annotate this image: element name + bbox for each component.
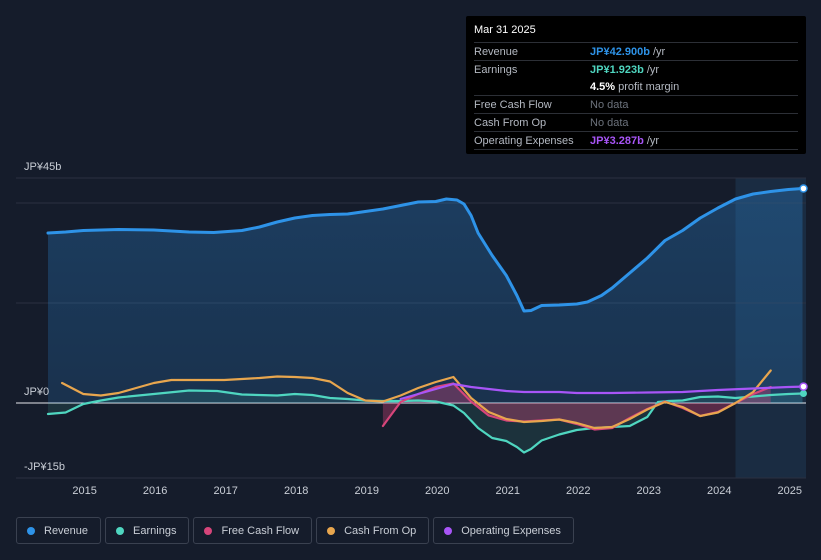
legend-dot-icon [444, 526, 453, 535]
legend-dot-icon [116, 526, 125, 535]
legend-label: Free Cash Flow [221, 524, 300, 537]
earnings-end-marker [799, 390, 807, 397]
tooltip-row-operating-expenses: Operating Expenses JP¥3.287b /yr [474, 131, 798, 149]
legend-label: Revenue [44, 524, 89, 537]
y-tick-label: -JP¥15b [24, 461, 65, 473]
tooltip-bottom-rule [474, 149, 798, 154]
x-tick-label: 2015 [72, 485, 96, 497]
tooltip-value: JP¥1.923b [590, 63, 644, 76]
x-tick-label: 2022 [566, 485, 590, 497]
tooltip-label: Revenue [474, 45, 519, 58]
x-tick-label: 2024 [707, 485, 731, 497]
tooltip-label: Free Cash Flow [474, 98, 552, 111]
legend-dot-icon [204, 526, 213, 535]
tooltip-label: Earnings [474, 63, 518, 76]
tooltip-unit: /yr [646, 134, 660, 147]
x-tick-label: 2019 [354, 485, 378, 497]
revenue-area [48, 188, 803, 403]
operating-expenses-end-marker [799, 382, 808, 391]
cash-from-op-line [61, 369, 772, 430]
tooltip-value: 4.5% [590, 80, 616, 93]
tooltip-row-free-cash-flow: Free Cash Flow No data [474, 95, 798, 113]
free-cash-flow-area [382, 383, 771, 430]
legend-item-cash-from-op[interactable]: Cash From Op [316, 517, 430, 544]
legend-item-revenue[interactable]: Revenue [16, 517, 102, 544]
legend-item-earnings[interactable]: Earnings [105, 517, 190, 544]
legend-label: Operating Expenses [461, 524, 561, 537]
x-tick-label: 2023 [637, 485, 661, 497]
tooltip-row-cash-from-op: Cash From Op No data [474, 113, 798, 131]
x-tick-label: 2018 [284, 485, 308, 497]
tooltip-row-revenue: Revenue JP¥42.900b /yr [474, 42, 798, 60]
legend-dot-icon [327, 526, 336, 535]
tooltip-row-profit-margin: 4.5% profit margin [474, 78, 798, 95]
tooltip: Mar 31 2025 Revenue JP¥42.900b /yr Earni… [466, 16, 806, 154]
legend-item-operating-expenses[interactable]: Operating Expenses [433, 517, 574, 544]
x-tick-label: 2021 [495, 485, 519, 497]
revenue-end-marker [799, 184, 808, 193]
x-tick-label: 2017 [213, 485, 237, 497]
y-tick-label: JP¥0 [24, 386, 49, 398]
earnings-line [46, 389, 804, 454]
tooltip-value: JP¥42.900b [590, 45, 650, 58]
tooltip-unit: /yr [646, 63, 660, 76]
tooltip-value: No data [590, 98, 629, 111]
tooltip-value: JP¥3.287b [590, 134, 644, 147]
tooltip-value: No data [590, 116, 629, 129]
revenue-line [46, 187, 804, 313]
legend: Revenue Earnings Free Cash Flow Cash Fro… [16, 517, 574, 544]
operating-expenses-line [399, 382, 804, 401]
legend-label: Earnings [133, 524, 177, 537]
tooltip-unit: profit margin [618, 80, 680, 93]
x-tick-label: 2025 [778, 485, 802, 497]
y-tick-label: JP¥45b [24, 161, 61, 173]
tooltip-unit: /yr [652, 45, 666, 58]
legend-dot-icon [27, 526, 35, 535]
tooltip-row-earnings: Earnings JP¥1.923b /yr [474, 60, 798, 78]
legend-label: Cash From Op [344, 524, 417, 537]
earnings-area [48, 390, 803, 453]
tooltip-date: Mar 31 2025 [474, 24, 536, 36]
x-tick-label: 2016 [143, 485, 167, 497]
x-tick-label: 2020 [425, 485, 449, 497]
legend-item-free-cash-flow[interactable]: Free Cash Flow [193, 517, 313, 544]
tooltip-label: Cash From Op [474, 116, 547, 129]
tooltip-label: Operating Expenses [474, 134, 574, 147]
